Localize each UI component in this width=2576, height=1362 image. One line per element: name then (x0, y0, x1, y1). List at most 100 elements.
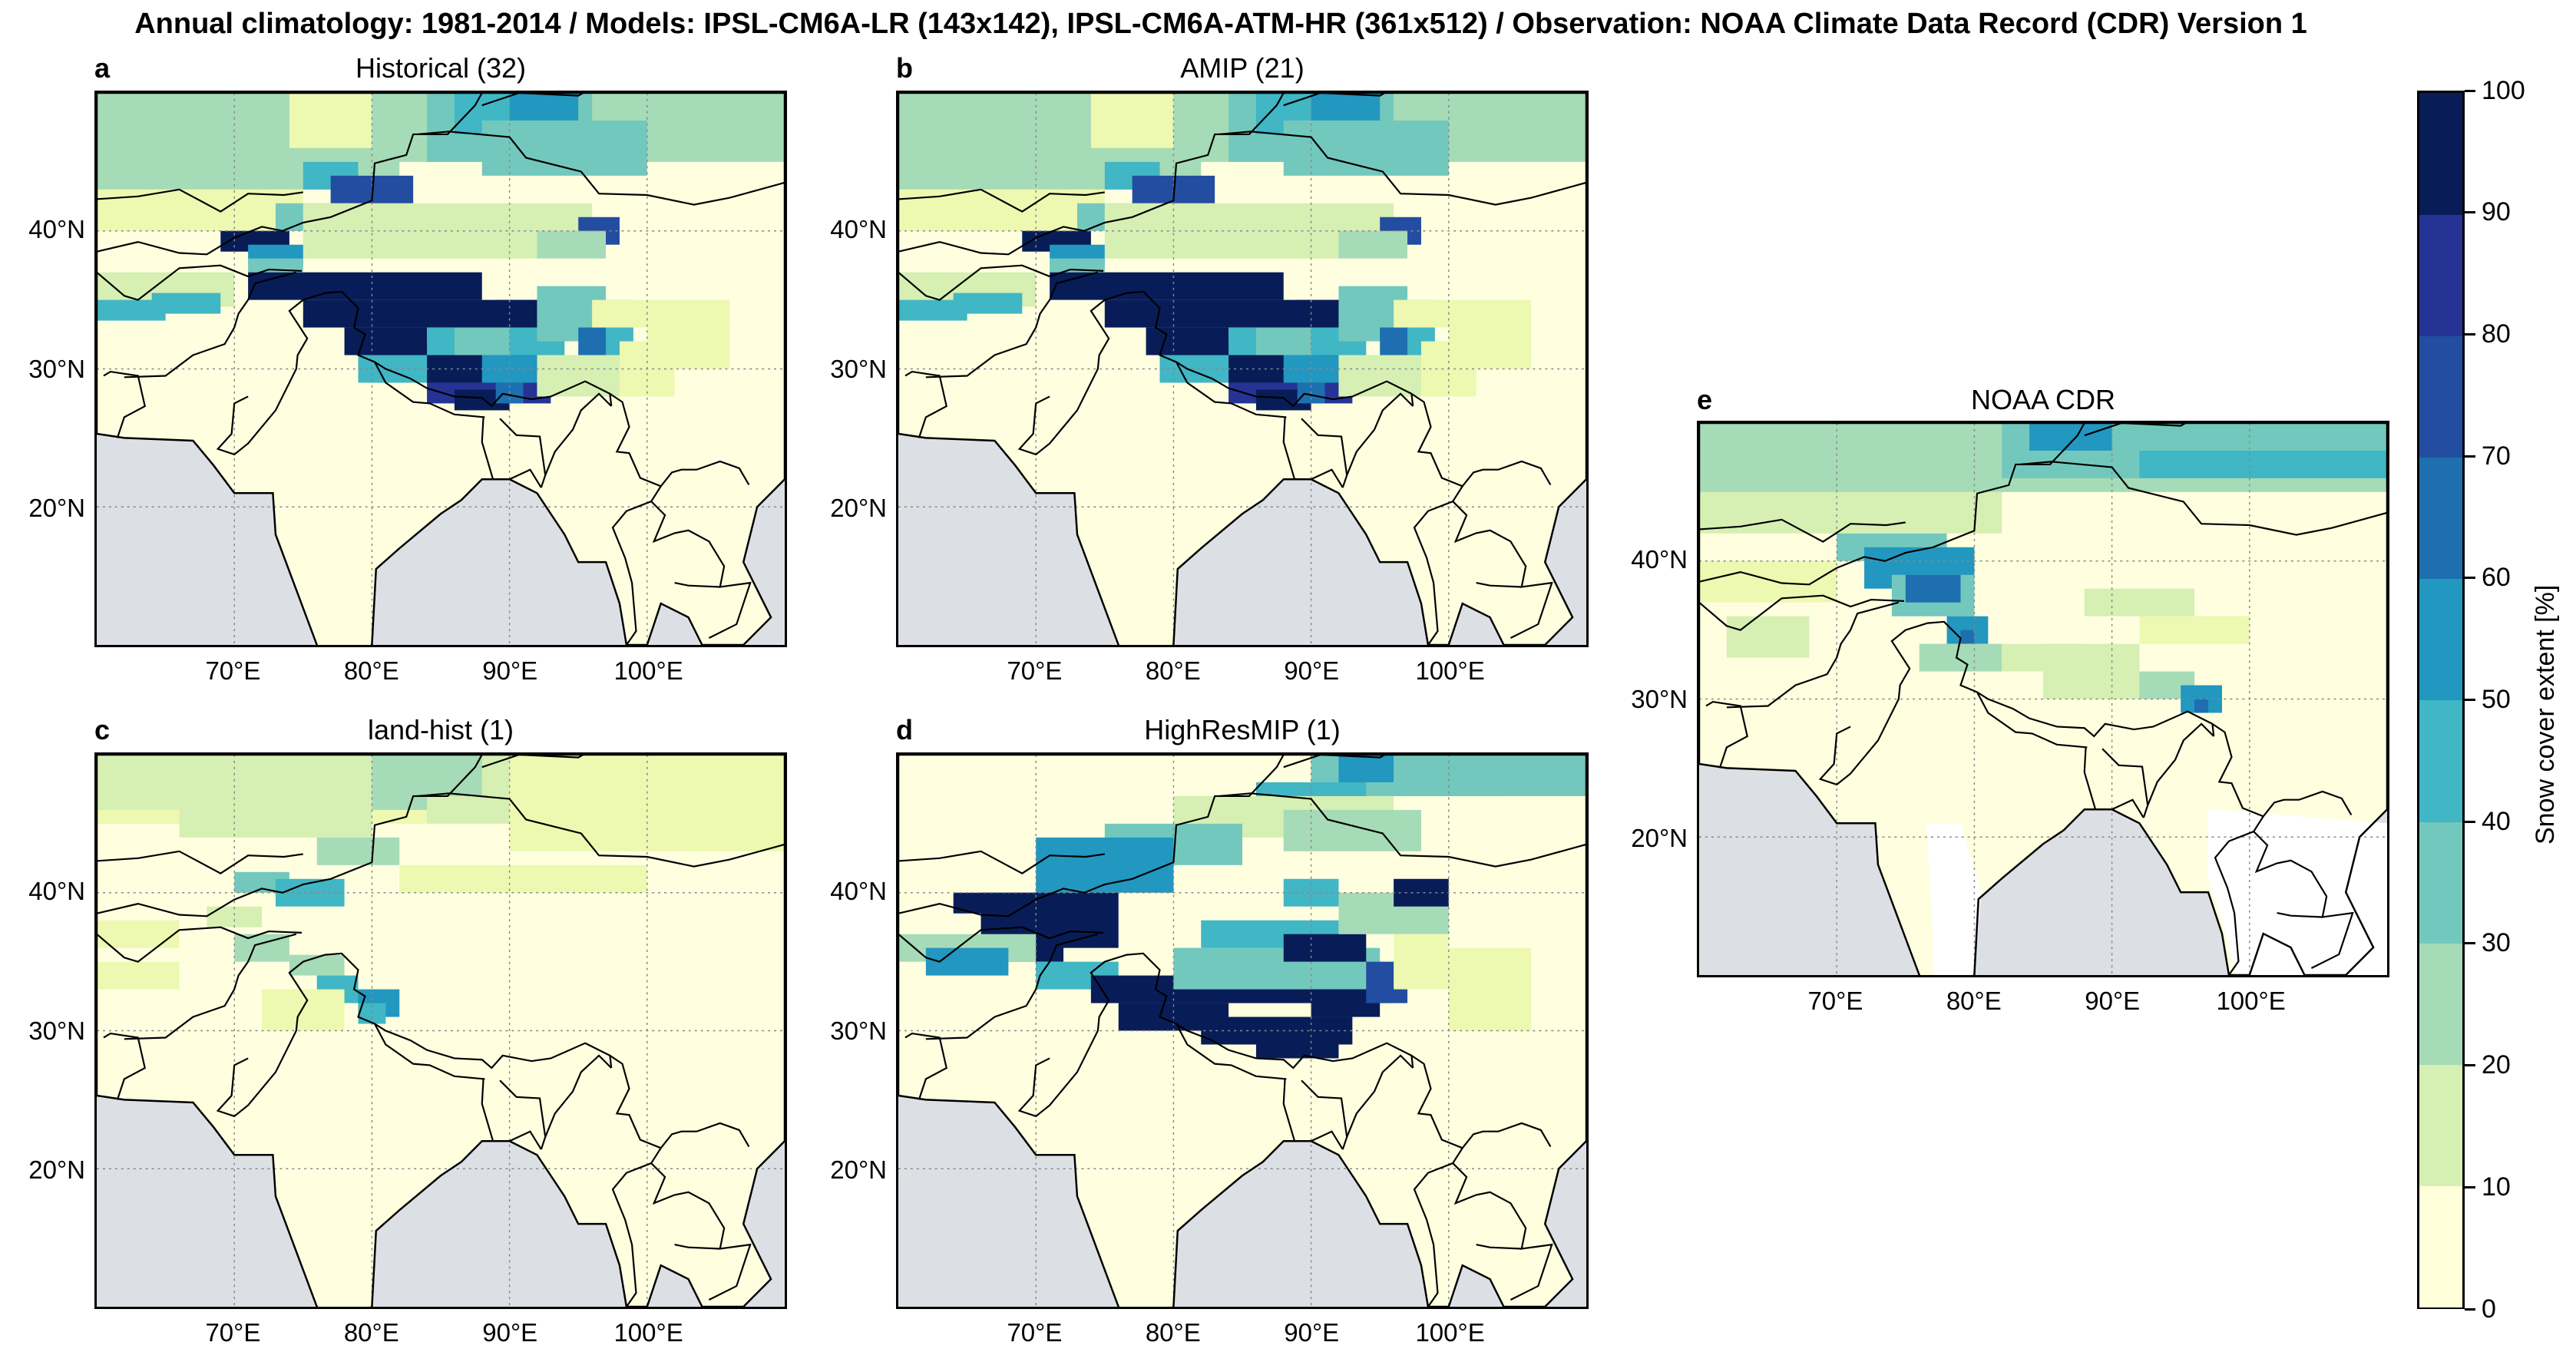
country-border (1451, 485, 1553, 639)
snow-cell (537, 230, 607, 259)
colorbar-segment (2419, 578, 2462, 701)
colorbar-tick-label: 0 (2482, 1294, 2496, 1324)
country-border (481, 1079, 494, 1142)
snow-cell (1297, 299, 1339, 328)
snow-cell (207, 906, 263, 927)
colorbar-segment (2419, 1185, 2462, 1307)
country-border (650, 485, 752, 639)
x-tick-label: 80°E (343, 1318, 399, 1347)
map-svg (898, 93, 1586, 645)
x-tick-label: 80°E (1946, 987, 2002, 1015)
snow-cell (495, 299, 537, 328)
snow-cell (1919, 643, 2002, 672)
snow-cell (1090, 93, 1174, 148)
x-tick-label: 100°E (1415, 656, 1485, 685)
x-tick-label: 100°E (2216, 987, 2286, 1015)
colorbar-tick (2465, 942, 2475, 945)
country-border (1282, 1079, 1296, 1142)
colorbar-segment (2419, 214, 2462, 337)
country-border (1699, 518, 1906, 543)
snow-cell (1104, 203, 1202, 259)
snow-cell (2029, 423, 2112, 451)
snow-cell (151, 293, 221, 314)
country-border (2252, 815, 2354, 969)
snow-cell (97, 920, 180, 948)
snow-cell (1255, 327, 1311, 355)
y-tick-label: 20°N (830, 493, 887, 522)
country-border (124, 271, 297, 379)
snow-cell (537, 355, 620, 397)
map-svg (1699, 423, 2387, 975)
nodata-area (1926, 823, 1982, 975)
y-tick-label: 30°N (28, 354, 85, 383)
country-border (2019, 461, 2387, 536)
panel-e-letter: e (1697, 384, 1713, 415)
country-border (1219, 792, 1586, 868)
panel-c-letter: c (94, 714, 111, 745)
colorbar-label: Snow cover extent [%] (2531, 584, 2560, 845)
country-border (1413, 501, 1453, 645)
snow-cell (1050, 258, 1105, 273)
colorbar (2417, 91, 2465, 1309)
snow-cell (2139, 450, 2387, 478)
panel-b-letter: b (896, 52, 913, 84)
country-border (97, 850, 303, 874)
snow-cell (454, 327, 510, 355)
snow-cell (1283, 809, 1421, 851)
snow-cell (2139, 616, 2250, 644)
country-border (2147, 722, 2214, 806)
country-border (124, 933, 297, 1040)
country-border (898, 264, 1104, 301)
country-border (481, 755, 585, 769)
country-border (544, 392, 612, 476)
country-border (1219, 131, 1586, 206)
country-border (103, 370, 146, 438)
country-border (925, 933, 1099, 1040)
snow-cell (1726, 616, 1810, 658)
country-border (904, 370, 947, 438)
country-border (97, 926, 303, 963)
colorbar-tick-label: 30 (2482, 928, 2511, 958)
figure-title: Annual climatology: 1981-2014 / Models: … (134, 8, 2307, 40)
country-border (97, 93, 483, 256)
colorbar-tick-label: 60 (2482, 563, 2511, 593)
colorbar-tick-label: 70 (2482, 441, 2511, 471)
country-border (2101, 748, 2149, 818)
country-border (481, 93, 585, 107)
snow-cell (1699, 491, 2002, 534)
country-border (1311, 1130, 1344, 1150)
y-tick-label: 40°N (1631, 545, 1688, 574)
x-tick-label: 90°E (2085, 987, 2141, 1015)
colorbar-segment (2419, 821, 2462, 944)
country-border (481, 417, 494, 480)
snow-cell (2084, 588, 2195, 617)
country-border (1346, 1054, 1414, 1138)
country-border (2214, 831, 2254, 975)
country-border (898, 188, 1105, 213)
snow-cell (1394, 934, 1449, 990)
country-border (509, 468, 542, 488)
country-border (611, 501, 652, 645)
colorbar-segment (2419, 457, 2462, 580)
snow-cell (1960, 630, 1975, 644)
x-tick-label: 70°E (205, 656, 261, 685)
snow-cell (179, 782, 372, 838)
panel-c-title: land-hist (1) (367, 714, 514, 745)
colorbar-tick-label: 80 (2482, 319, 2511, 349)
snow-cell (303, 203, 400, 259)
country-border (216, 290, 613, 456)
snow-cell (1050, 272, 1284, 300)
coastline (898, 755, 1586, 1307)
colorbar-tick (2465, 455, 2475, 458)
snow-cell (1781, 423, 2002, 478)
country-border (1705, 700, 1748, 769)
colorbar-tick-label: 20 (2482, 1050, 2511, 1080)
snow-cell (1311, 93, 1381, 121)
country-border (2111, 798, 2144, 818)
y-tick-label: 30°N (830, 1016, 887, 1045)
colorbar-segment (2419, 699, 2462, 822)
country-border (1413, 1162, 1453, 1307)
country-border (97, 188, 303, 213)
colorbar-segment (2419, 93, 2462, 215)
x-tick-label: 90°E (482, 1318, 538, 1347)
